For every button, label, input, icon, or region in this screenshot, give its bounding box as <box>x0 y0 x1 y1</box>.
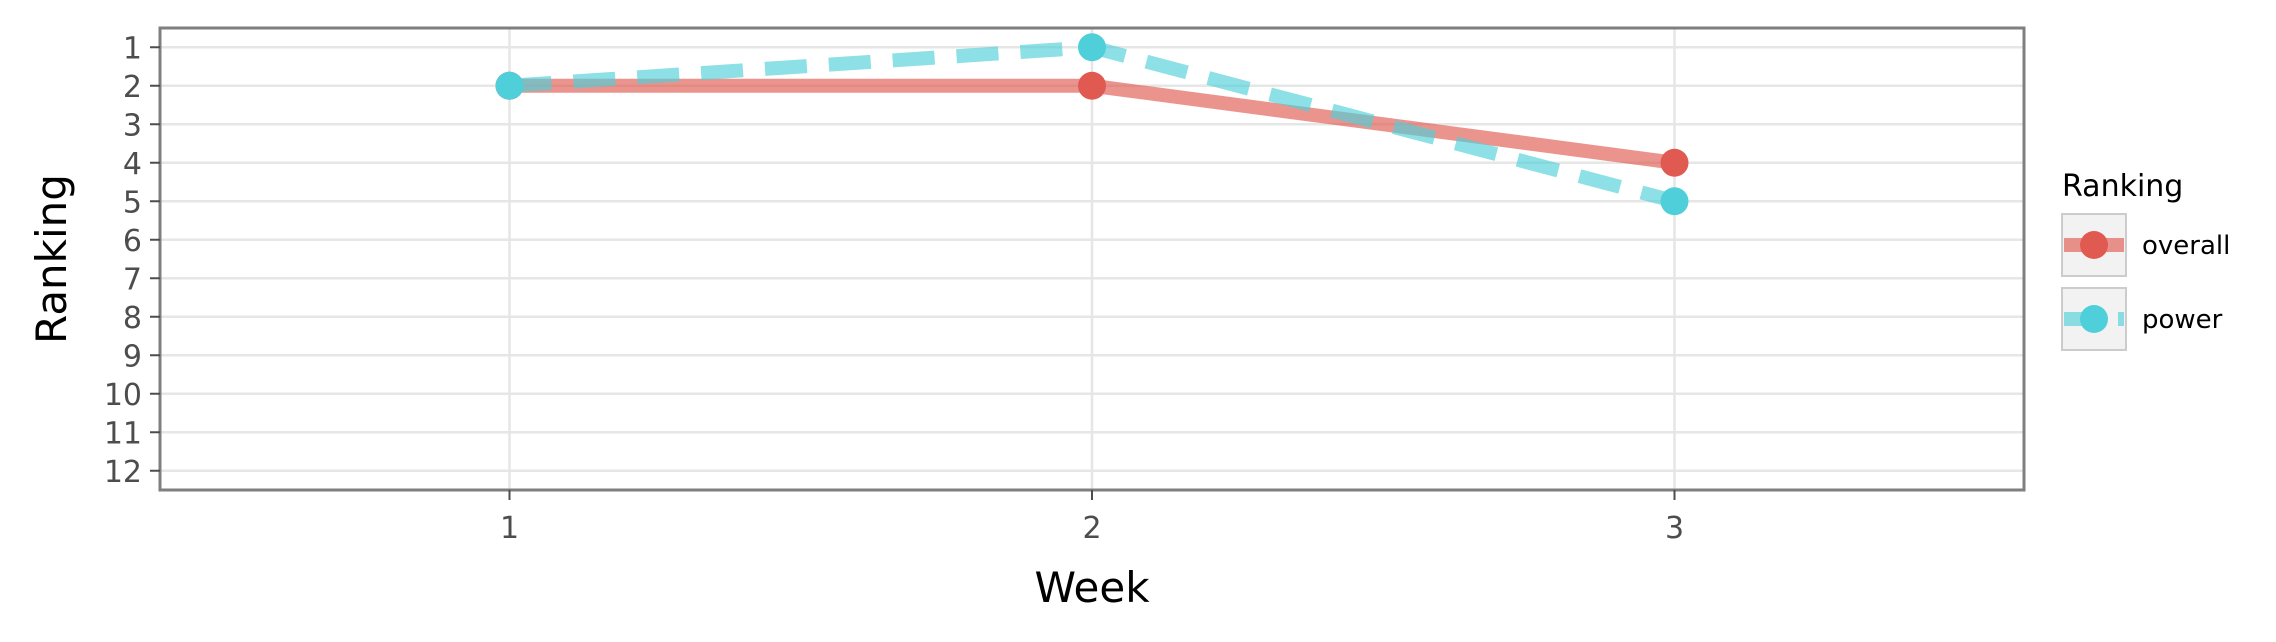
legend-label: overall <box>2142 231 2230 261</box>
legend-key-marker <box>2080 305 2108 333</box>
data-point-overall <box>1660 148 1689 177</box>
y-axis-title: Ranking <box>27 174 76 344</box>
x-tick-label: 1 <box>500 511 519 546</box>
legend-key-marker <box>2080 231 2108 259</box>
x-tick-label: 2 <box>1082 511 1101 546</box>
x-axis-title: Week <box>1034 563 1150 612</box>
y-tick-label: 3 <box>123 108 142 143</box>
x-tick-label: 3 <box>1665 511 1684 546</box>
y-tick-label: 12 <box>104 455 142 490</box>
y-tick-label: 2 <box>123 70 142 105</box>
data-point-overall <box>1078 71 1106 100</box>
legend-item-overall: overall <box>2061 213 2230 277</box>
y-tick-label: 9 <box>123 339 142 374</box>
data-point-power <box>495 71 524 100</box>
y-tick-label: 7 <box>123 262 142 297</box>
series-power <box>495 33 1689 216</box>
legend: Ranking overall power <box>2061 169 2230 351</box>
data-point-power <box>1078 33 1106 62</box>
series-layer <box>495 33 1689 216</box>
y-tick-label: 1 <box>123 31 142 66</box>
y-tick-label: 5 <box>123 185 142 220</box>
y-tick-label: 4 <box>123 147 142 182</box>
legend-item-power: power <box>2061 287 2223 351</box>
grid <box>160 28 2024 490</box>
data-point-power <box>1660 187 1689 216</box>
y-tick-label: 10 <box>104 378 142 413</box>
legend-label: power <box>2142 305 2223 335</box>
legend-title: Ranking <box>2062 169 2183 204</box>
y-tick-label: 8 <box>123 301 142 336</box>
y-tick-label: 11 <box>104 416 142 451</box>
y-tick-label: 6 <box>123 224 142 259</box>
